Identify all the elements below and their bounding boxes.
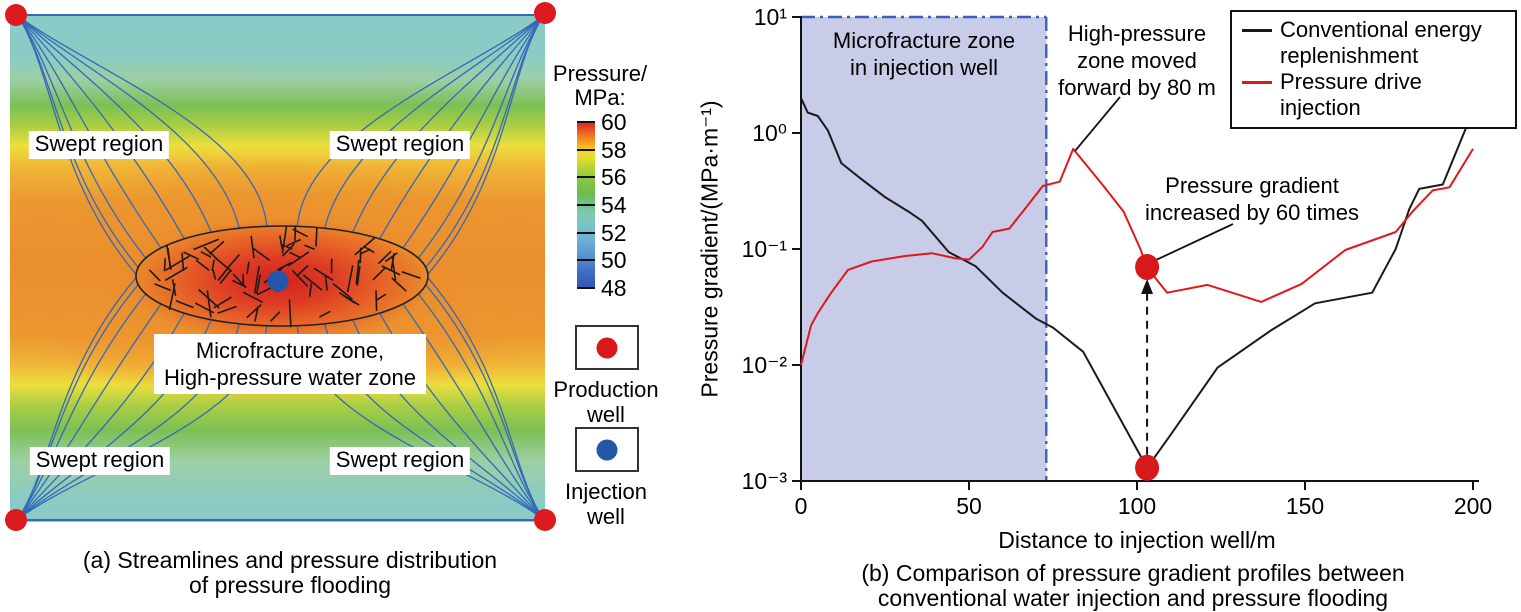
pressure-heatmap bbox=[10, 14, 545, 522]
panel-pressure-gradient-chart: 10¹ 10⁰ 10⁻¹ 10⁻² 10⁻³ 0 50 100 150 200 Pressure … bbox=[696, 0, 1521, 612]
colorbar-title-line2: MPa: bbox=[574, 85, 626, 110]
x-tick-label: 100 bbox=[1118, 493, 1156, 519]
colorbar-tick-label: 58 bbox=[601, 136, 627, 163]
colorbar-tick-label: 54 bbox=[601, 192, 627, 218]
colorbar-tick bbox=[577, 287, 595, 289]
colorbar-tick bbox=[577, 121, 595, 123]
x-tick-label: 50 bbox=[956, 493, 982, 519]
colorbar-title: Pressure/ MPa: bbox=[553, 62, 647, 110]
x-tick-label: 0 bbox=[795, 493, 808, 519]
injection-well-dot-icon bbox=[596, 439, 618, 460]
arrow-up-icon bbox=[1141, 278, 1154, 294]
colorbar-tick bbox=[577, 259, 595, 262]
colorbar-tick bbox=[577, 176, 595, 179]
colorbar-tick-label: 50 bbox=[601, 247, 627, 274]
production-well-dot-icon bbox=[534, 509, 556, 531]
colorbar-title-line1: Pressure/ bbox=[552, 61, 648, 86]
microfracture-zone-label-line2: High-pressure water zone bbox=[164, 365, 416, 390]
high-pressure-zone-annotation: High-pressure zone moved forward by 80 m bbox=[1058, 21, 1216, 100]
injection-well-label: Injection well bbox=[565, 479, 647, 529]
series-conventional-line bbox=[800, 97, 1474, 469]
colorbar-tick bbox=[577, 204, 595, 206]
marker-pressure-drive-gradient bbox=[1135, 253, 1160, 280]
swept-region-label: Swept region bbox=[329, 131, 471, 159]
legend-item-conventional: Conventional energy replenishment bbox=[1242, 17, 1507, 69]
legend-item-pressure-drive: Pressure drive injection bbox=[1242, 69, 1507, 121]
pointer-line-moved-forward bbox=[1074, 96, 1121, 152]
production-well-dot-icon bbox=[5, 4, 27, 26]
production-well-dot-icon bbox=[596, 337, 618, 358]
y-axis-label: Pressure gradient/(MPa·m⁻¹) bbox=[696, 100, 723, 398]
microfracture-zone-label-line1: Microfracture zone, bbox=[195, 338, 385, 363]
colorbar-tick-label: 56 bbox=[601, 164, 627, 191]
injection-well-symbol bbox=[575, 427, 639, 472]
colorbar-tick-label: 48 bbox=[601, 275, 627, 301]
production-well-label: Production well bbox=[553, 377, 659, 427]
chart-legend: Conventional energy replenishment Pressu… bbox=[1230, 10, 1517, 129]
y-tick-label: 10⁰ bbox=[752, 120, 787, 146]
colorbar-tick-label: 60 bbox=[601, 109, 627, 135]
black-line-icon bbox=[1242, 29, 1272, 32]
caption-b: (b) Comparison of pressure gradient prof… bbox=[861, 560, 1405, 611]
x-tick-label: 200 bbox=[1454, 493, 1492, 519]
microfracture-zone-annotation: Microfracture zone in injection well bbox=[832, 28, 1016, 80]
colorbar-tick bbox=[577, 148, 595, 151]
microfracture-zone-label: Microfracture zone, High-pressure water … bbox=[154, 334, 426, 394]
colorbar-tick-label: 52 bbox=[601, 219, 627, 246]
y-tick-label: 10¹ bbox=[754, 4, 788, 30]
y-tick-label: 10⁻³ bbox=[742, 468, 788, 494]
panel-streamlines-pressure: Swept region Swept region Swept region S… bbox=[0, 0, 700, 612]
caption-a: (a) Streamlines and pressure distributio… bbox=[82, 547, 498, 598]
y-tick-label: 10⁻² bbox=[742, 352, 788, 378]
production-well-dot-icon bbox=[5, 509, 27, 531]
colorbar-tick bbox=[577, 231, 595, 234]
y-tick-label: 10⁻¹ bbox=[742, 236, 788, 262]
series-pressure-drive-line bbox=[800, 147, 1474, 366]
marker-conventional-gradient bbox=[1135, 454, 1160, 481]
swept-region-label: Swept region bbox=[29, 447, 171, 475]
swept-region-label: Swept region bbox=[28, 131, 170, 159]
streamlines-overlay bbox=[5, 2, 556, 531]
pointer-line-60-times bbox=[1155, 223, 1234, 261]
x-tick-label: 150 bbox=[1286, 493, 1324, 519]
production-well-dot-icon bbox=[534, 2, 556, 24]
pressure-gradient-chart: 10¹ 10⁰ 10⁻¹ 10⁻² 10⁻³ 0 50 100 150 200 bbox=[742, 4, 1493, 519]
microfracture-shaded-region bbox=[801, 17, 1047, 481]
production-well-symbol bbox=[575, 325, 639, 370]
red-line-icon bbox=[1242, 81, 1272, 84]
injection-well-dot-icon bbox=[267, 270, 289, 292]
pressure-gradient-annotation: Pressure gradient increased by 60 times bbox=[1145, 173, 1359, 225]
swept-region-label: Swept region bbox=[329, 447, 471, 475]
x-axis-label: Distance to injection well/m bbox=[998, 527, 1276, 553]
